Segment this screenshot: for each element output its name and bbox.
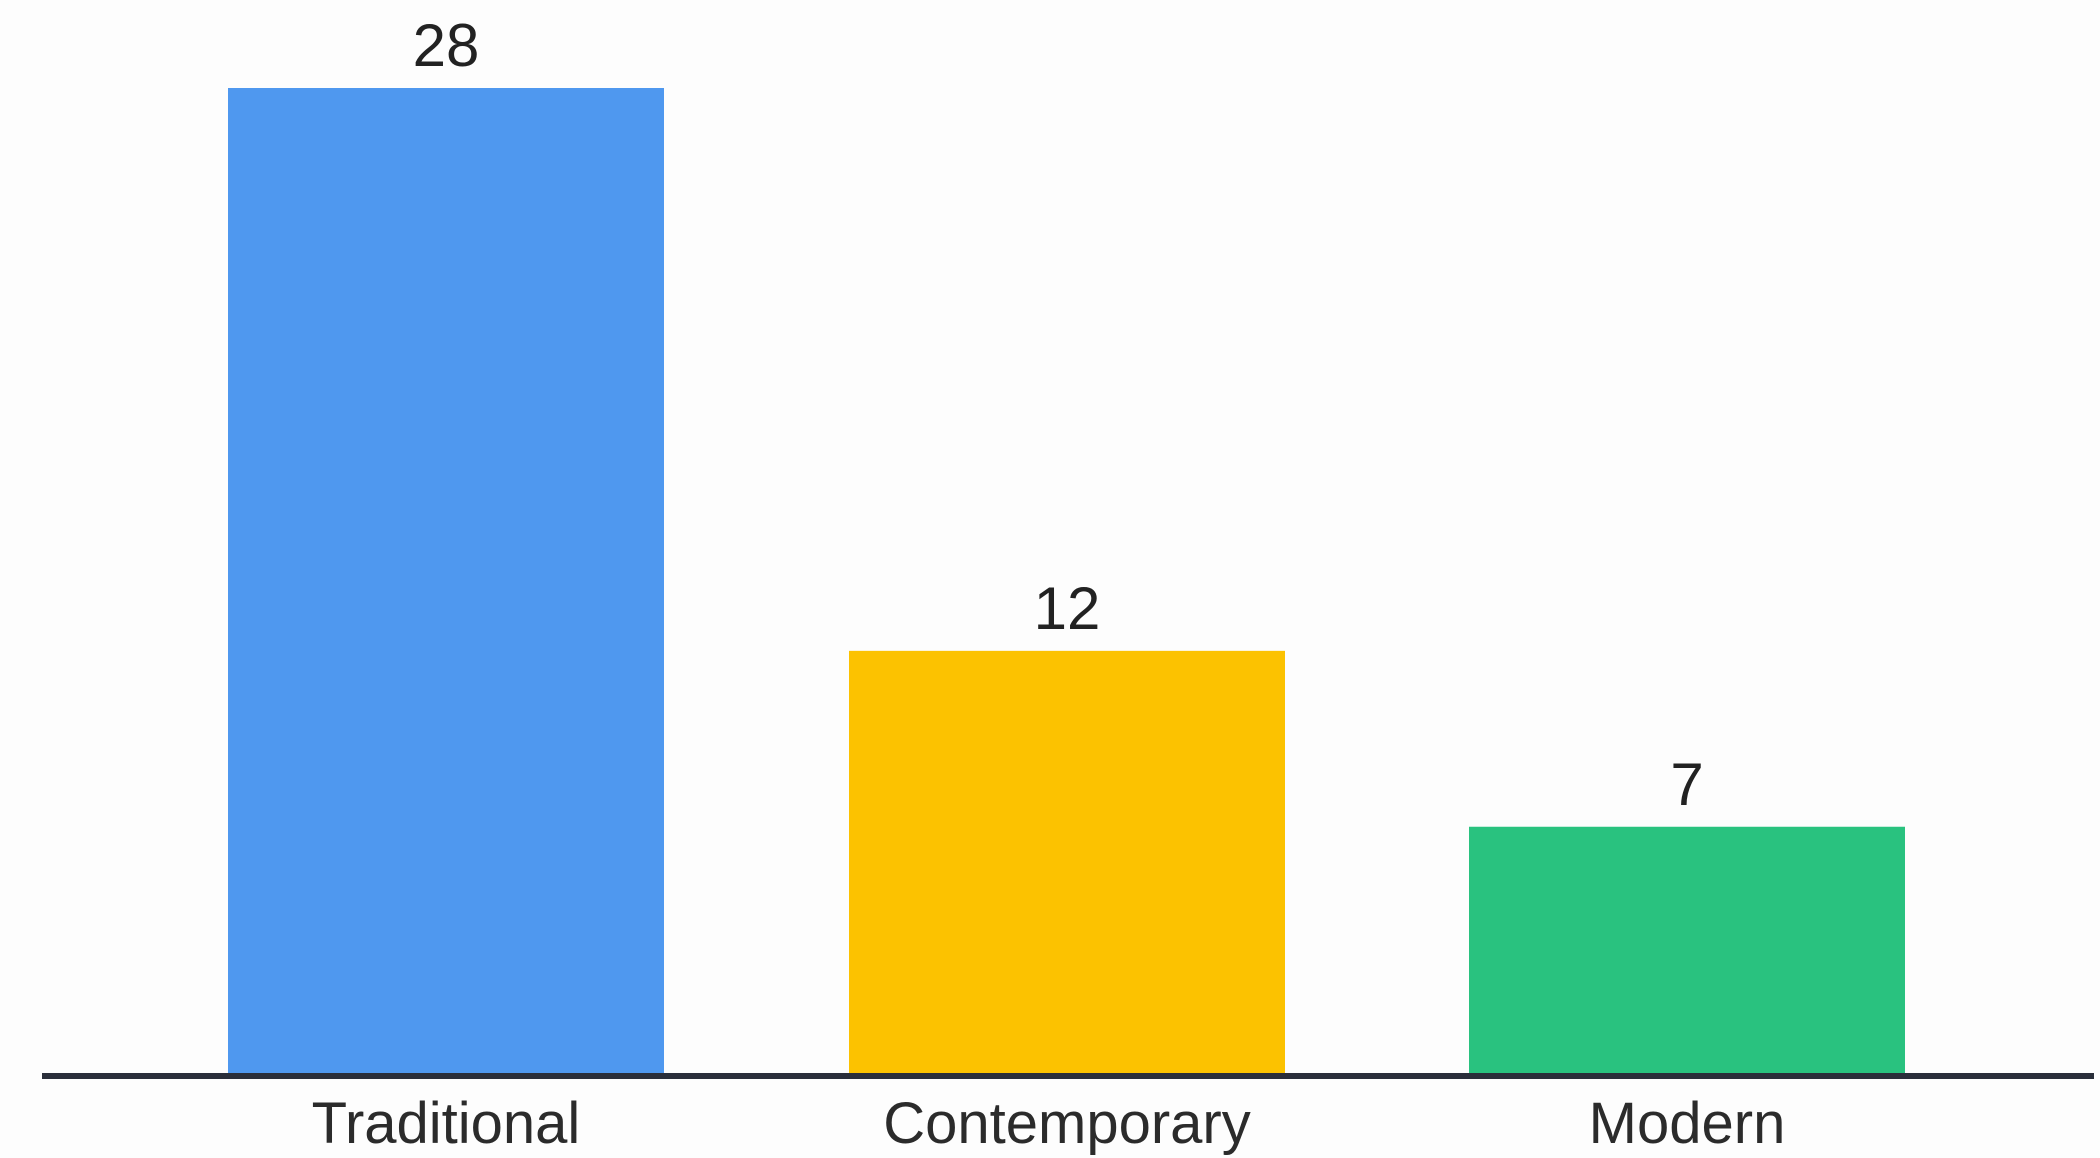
bar-contemporary bbox=[849, 650, 1285, 1073]
value-label-modern: 7 bbox=[1670, 751, 1703, 818]
category-labels-group: Traditional Contemporary Modern bbox=[312, 1091, 1786, 1156]
bar-traditional bbox=[228, 88, 664, 1073]
category-label-traditional: Traditional bbox=[312, 1091, 581, 1156]
value-label-traditional: 28 bbox=[413, 12, 480, 79]
value-labels-group: 28 12 7 bbox=[413, 12, 1704, 818]
value-label-contemporary: 12 bbox=[1034, 575, 1101, 642]
category-label-contemporary: Contemporary bbox=[883, 1091, 1250, 1156]
bars-group bbox=[228, 88, 1905, 1073]
category-label-modern: Modern bbox=[1589, 1091, 1786, 1156]
bar-modern bbox=[1469, 826, 1905, 1073]
